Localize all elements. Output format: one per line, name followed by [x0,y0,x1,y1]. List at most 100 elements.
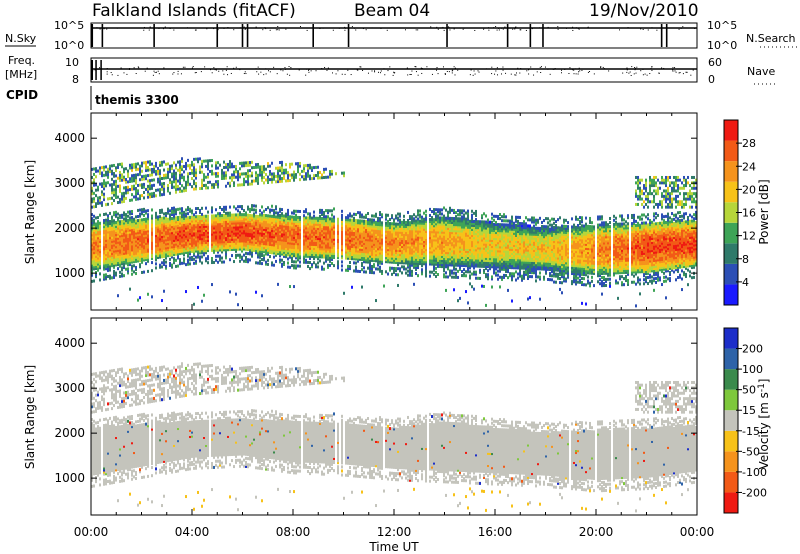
nave-dot [544,66,546,68]
power-cell-upper [195,173,197,177]
power-cell [175,234,177,238]
power-cell [201,261,203,265]
power-cell [119,252,121,256]
power-cell-upper [143,185,145,189]
power-cell-upper [277,174,279,178]
nsearch-dot [440,27,442,29]
nsearch-dot [619,29,621,31]
power-cell [93,249,95,253]
power-cell [175,230,177,234]
power-cell [131,248,133,252]
power-cell [231,237,233,241]
power-cell [169,253,171,257]
power-cell [171,237,173,241]
power-cell [221,234,223,238]
power-cell [267,262,269,266]
nave-dot [225,69,227,71]
power-cell [99,254,101,258]
power-cell-upper [195,187,197,191]
power-cell [195,211,197,215]
power-cell [91,265,93,269]
power-cell [163,242,165,246]
power-cell-upper [207,175,209,179]
power-cell-upper [261,176,263,180]
power-cell [111,239,113,243]
power-cell-low [193,302,195,306]
power-cell [161,243,163,247]
power-cell [243,243,245,247]
power-cell-upper [179,189,181,193]
power-cell [205,243,207,247]
power-cell [185,234,187,238]
power-cell [125,237,127,241]
power-cell-upper [269,170,271,174]
power-cell [173,249,175,253]
power-cell [191,211,193,215]
power-cell [93,251,95,255]
power-cell-upper [111,196,113,200]
nsearch-dot [651,27,653,29]
power-cell [171,241,173,245]
power-cell-upper [259,168,261,172]
power-cell-upper [303,164,305,168]
nave-dot [298,69,300,71]
power-cell [123,223,125,227]
nsearch-dot [173,29,175,31]
power-cell-upper [149,184,151,188]
power-cell [95,275,97,279]
power-cell-upper [163,190,165,194]
power-cell [207,249,209,253]
power-cell [239,235,241,239]
power-cell [125,215,127,219]
power-cell [155,227,157,231]
power-cell-upper [135,195,137,199]
nave-dot [646,74,648,76]
power-cell [111,254,113,258]
power-cell [221,220,223,224]
power-cell [165,232,167,236]
power-cell [117,216,119,220]
nave-dot [519,72,521,74]
power-cell [197,247,199,251]
power-cell [161,228,163,232]
power-cell-upper [317,173,319,177]
power-cell [215,208,217,212]
power-cell [229,231,231,235]
power-cell [95,246,97,250]
power-cell [127,257,129,261]
power-cell-upper [187,158,189,162]
power-cell [199,233,201,237]
nsearch-dot [516,27,518,29]
power-cell-upper [193,157,195,161]
power-cell [125,231,127,235]
power-cell-upper [101,201,103,205]
power-cell [191,255,193,259]
nave-dot [98,67,100,69]
power-cell [189,244,191,248]
power-cell [125,233,127,237]
power-cell [135,255,137,259]
power-cell [123,211,125,215]
power-cell [143,209,145,213]
power-cell [201,251,203,255]
power-cell-upper [93,197,95,201]
power-cell [379,211,381,215]
power-cell-upper [229,165,231,169]
power-cell-upper [95,167,97,171]
nave-dot [581,69,583,71]
power-cell [171,231,173,235]
power-cell [199,221,201,225]
power-cell [175,228,177,232]
power-cell [179,239,181,243]
power-cell-upper [131,174,133,178]
power-cell [201,218,203,222]
power-cell-upper [205,175,207,179]
power-cell [129,246,131,250]
power-cell [407,210,409,214]
nave-dot [526,70,528,72]
power-cell [239,217,241,221]
power-cell-upper [281,179,283,183]
power-cell [117,220,119,224]
power-cell [385,213,387,217]
power-cell [127,271,129,275]
